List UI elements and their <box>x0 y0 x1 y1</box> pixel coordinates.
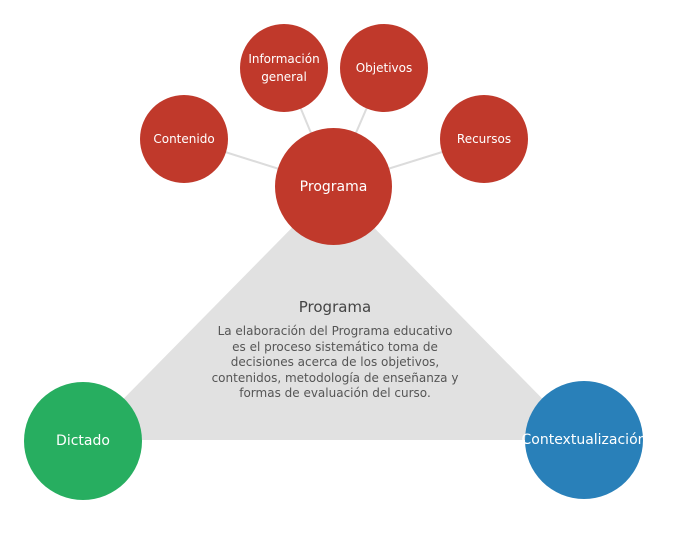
info-general-label: Información general <box>248 52 320 84</box>
contenido-node[interactable]: Contenido <box>140 95 228 183</box>
programa-label: Programa <box>299 178 368 195</box>
contextualizacion-node[interactable]: Contextualización <box>521 381 647 499</box>
info-general-node[interactable]: Información general <box>240 24 328 112</box>
recursos-node[interactable]: Recursos <box>440 95 528 183</box>
program-triangle <box>83 186 583 440</box>
contextualizacion-label: Contextualización <box>521 432 647 448</box>
info-panel: Programa La elaboración del Programa edu… <box>210 298 460 402</box>
objetivos-node[interactable]: Objetivos <box>340 24 428 112</box>
contenido-label: Contenido <box>153 132 215 146</box>
dictado-label: Dictado <box>56 433 110 449</box>
recursos-label: Recursos <box>456 132 512 146</box>
panel-body: La elaboración del Programa educativo es… <box>211 324 459 400</box>
objetivos-label: Objetivos <box>355 61 413 75</box>
dictado-node[interactable]: Dictado <box>24 382 142 500</box>
panel-title: Programa <box>298 298 372 316</box>
programa-node[interactable]: Programa <box>275 128 392 245</box>
